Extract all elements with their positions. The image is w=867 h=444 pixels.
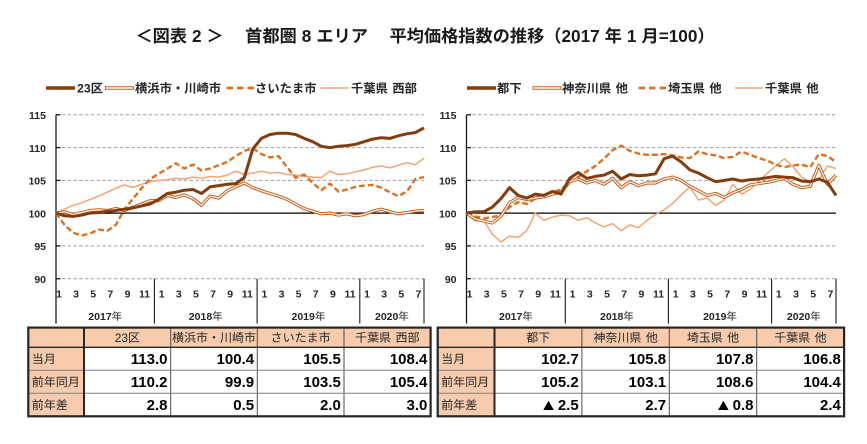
svg-text:115: 115 <box>440 110 457 122</box>
svg-text:102.7: 102.7 <box>541 351 579 368</box>
svg-text:2020: 2020 <box>375 311 399 323</box>
svg-text:7: 7 <box>313 288 319 300</box>
svg-text:7: 7 <box>621 288 627 300</box>
svg-text:100: 100 <box>28 208 46 220</box>
svg-text:3: 3 <box>484 288 490 300</box>
svg-text:2.8: 2.8 <box>147 397 168 414</box>
svg-text:2.4: 2.4 <box>820 397 842 414</box>
svg-text:9: 9 <box>742 288 748 300</box>
svg-text:2017: 2017 <box>499 311 523 323</box>
svg-text:104.4: 104.4 <box>803 374 841 391</box>
svg-text:95: 95 <box>34 241 46 253</box>
svg-text:2017: 2017 <box>562 26 600 46</box>
svg-text:5: 5 <box>193 288 199 300</box>
svg-text:3: 3 <box>176 288 182 300</box>
svg-text:110: 110 <box>29 143 46 155</box>
svg-text:5: 5 <box>604 288 610 300</box>
svg-text:7: 7 <box>415 288 421 300</box>
svg-text:105.2: 105.2 <box>541 374 579 391</box>
svg-text:3.0: 3.0 <box>407 397 428 414</box>
svg-text:1: 1 <box>467 288 473 300</box>
svg-text:1: 1 <box>570 288 576 300</box>
svg-text:107.8: 107.8 <box>716 351 754 368</box>
svg-text:5: 5 <box>810 288 816 300</box>
svg-text:103.5: 103.5 <box>303 374 341 391</box>
svg-text:5: 5 <box>501 288 507 300</box>
svg-text:110.2: 110.2 <box>131 374 168 391</box>
svg-text:9: 9 <box>535 288 541 300</box>
svg-text:1: 1 <box>261 288 267 300</box>
svg-text:9: 9 <box>330 288 336 300</box>
svg-text:9: 9 <box>125 288 131 300</box>
svg-text:108.4: 108.4 <box>390 351 428 368</box>
svg-text:0.8: 0.8 <box>733 397 754 414</box>
svg-text:0.5: 0.5 <box>233 397 254 414</box>
svg-text:11: 11 <box>344 288 355 300</box>
svg-text:2018: 2018 <box>600 311 624 323</box>
svg-text:5: 5 <box>398 288 404 300</box>
svg-text:105: 105 <box>28 176 46 188</box>
svg-text:7: 7 <box>518 288 524 300</box>
svg-text:2020: 2020 <box>787 311 811 323</box>
svg-text:5: 5 <box>90 288 96 300</box>
svg-text:5: 5 <box>296 288 302 300</box>
svg-text:1: 1 <box>364 288 370 300</box>
svg-text:=100: =100 <box>659 26 698 46</box>
svg-text:1: 1 <box>673 288 679 300</box>
svg-text:2018: 2018 <box>189 311 213 323</box>
svg-text:105.4: 105.4 <box>390 374 428 391</box>
svg-text:3: 3 <box>381 288 387 300</box>
svg-text:113.0: 113.0 <box>131 351 168 368</box>
svg-text:105: 105 <box>439 176 457 188</box>
svg-text:9: 9 <box>638 288 644 300</box>
svg-text:105.5: 105.5 <box>303 351 341 368</box>
svg-text:99.9: 99.9 <box>225 374 254 391</box>
svg-text:5: 5 <box>707 288 713 300</box>
svg-text:1: 1 <box>56 288 62 300</box>
svg-text:100: 100 <box>439 208 457 220</box>
svg-text:3: 3 <box>793 288 799 300</box>
svg-text:95: 95 <box>445 241 457 253</box>
svg-text:3: 3 <box>690 288 696 300</box>
svg-text:11: 11 <box>139 288 150 300</box>
svg-text:2.5: 2.5 <box>558 397 579 414</box>
svg-text:11: 11 <box>550 288 561 300</box>
svg-text:100.4: 100.4 <box>217 351 255 368</box>
svg-text:11: 11 <box>242 288 253 300</box>
svg-text:3: 3 <box>587 288 593 300</box>
svg-text:106.8: 106.8 <box>803 351 841 368</box>
svg-text:3: 3 <box>73 288 79 300</box>
svg-text:7: 7 <box>210 288 216 300</box>
svg-text:115: 115 <box>29 110 46 122</box>
svg-text:7: 7 <box>107 288 113 300</box>
svg-text:1: 1 <box>776 288 782 300</box>
svg-text:105.8: 105.8 <box>629 351 667 368</box>
svg-text:11: 11 <box>653 288 664 300</box>
svg-text:8: 8 <box>302 26 312 46</box>
svg-text:2.7: 2.7 <box>645 397 666 414</box>
svg-text:11: 11 <box>756 288 767 300</box>
svg-text:23: 23 <box>115 331 129 345</box>
svg-text:2019: 2019 <box>703 311 727 323</box>
svg-text:103.1: 103.1 <box>629 374 667 391</box>
svg-text:7: 7 <box>724 288 730 300</box>
svg-text:90: 90 <box>445 274 457 286</box>
svg-text:2: 2 <box>192 26 202 46</box>
svg-text:2019: 2019 <box>292 311 316 323</box>
svg-text:2.0: 2.0 <box>320 397 341 414</box>
svg-text:9: 9 <box>227 288 233 300</box>
svg-text:90: 90 <box>34 274 46 286</box>
svg-text:108.6: 108.6 <box>716 374 754 391</box>
svg-text:7: 7 <box>827 288 833 300</box>
svg-text:23: 23 <box>77 82 91 96</box>
svg-text:1: 1 <box>159 288 165 300</box>
svg-text:1: 1 <box>627 26 637 46</box>
svg-text:2017: 2017 <box>88 311 112 323</box>
svg-text:110: 110 <box>440 143 457 155</box>
svg-text:3: 3 <box>279 288 285 300</box>
